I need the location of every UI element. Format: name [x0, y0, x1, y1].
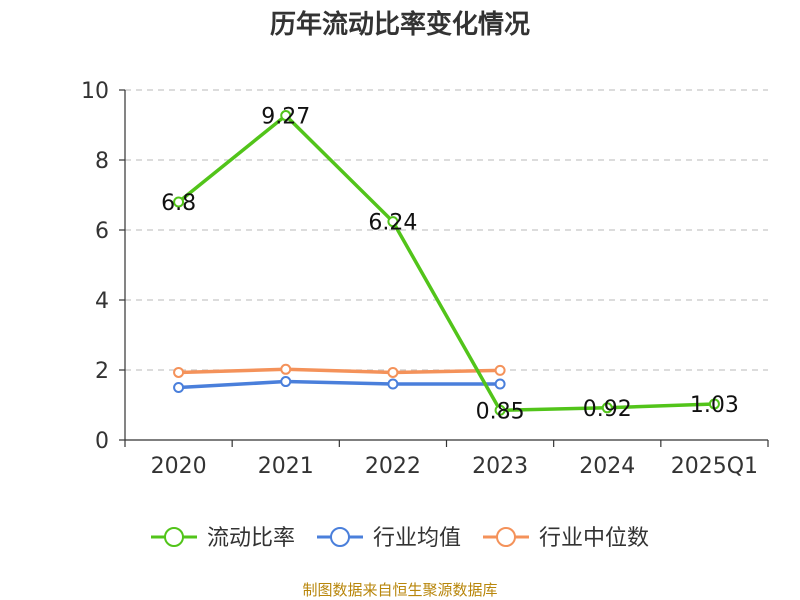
- legend-label: 行业均值: [373, 526, 461, 551]
- legend-marker: [496, 527, 516, 547]
- y-tick-label: 8: [95, 149, 109, 174]
- series-layer: [173, 110, 720, 416]
- data-point: [387, 366, 399, 378]
- data-label: 1.03: [690, 393, 739, 418]
- data-label: 0.92: [583, 397, 632, 422]
- data-point: [708, 398, 720, 410]
- legend-marker: [330, 527, 350, 547]
- x-tick-label: 2025Q1: [671, 454, 758, 479]
- data-point: [601, 402, 613, 414]
- x-tick-label: 2022: [365, 454, 421, 479]
- legend-label: 流动比率: [207, 526, 295, 551]
- y-tick-label: 10: [81, 79, 109, 104]
- legend-label: 行业中位数: [539, 526, 649, 551]
- y-tick-label: 0: [95, 429, 109, 454]
- axes: 0 2 4 6 8 10 2020 2021 2022 2023 2024 2025Q1: [81, 79, 769, 479]
- x-tick-label: 2023: [472, 454, 528, 479]
- data-point: [387, 216, 399, 228]
- grid: [125, 89, 768, 371]
- data-labels: 6.8 9.27 6.24 0.85 0.92 1.03: [161, 105, 739, 425]
- data-label: 6.24: [368, 211, 417, 236]
- data-label: 0.85: [476, 399, 525, 424]
- data-point: [173, 366, 185, 378]
- source-note: 制图数据来自恒生聚源数据库: [302, 581, 497, 599]
- legend-marker: [164, 527, 184, 547]
- series-line: [176, 379, 502, 390]
- x-tick-label: 2020: [151, 454, 207, 479]
- data-point: [173, 196, 185, 208]
- series-line: [176, 367, 502, 375]
- legend: 流动比率 行业均值 行业中位数: [151, 526, 649, 551]
- data-point: [494, 378, 506, 390]
- x-tick-label: 2024: [579, 454, 635, 479]
- x-tick-label: 2021: [258, 454, 314, 479]
- data-label: 6.8: [161, 191, 196, 216]
- data-point: [280, 376, 292, 388]
- data-point: [494, 364, 506, 376]
- y-tick-label: 4: [95, 289, 109, 314]
- chart-title: 历年流动比率变化情况: [270, 9, 530, 40]
- y-tick-label: 2: [95, 359, 109, 384]
- data-point: [494, 404, 506, 416]
- series-line: [176, 113, 717, 412]
- data-label: 9.27: [261, 105, 310, 130]
- y-tick-label: 6: [95, 219, 109, 244]
- data-point: [280, 110, 292, 122]
- data-point: [387, 378, 399, 390]
- data-point: [280, 363, 292, 375]
- data-point: [173, 382, 185, 393]
